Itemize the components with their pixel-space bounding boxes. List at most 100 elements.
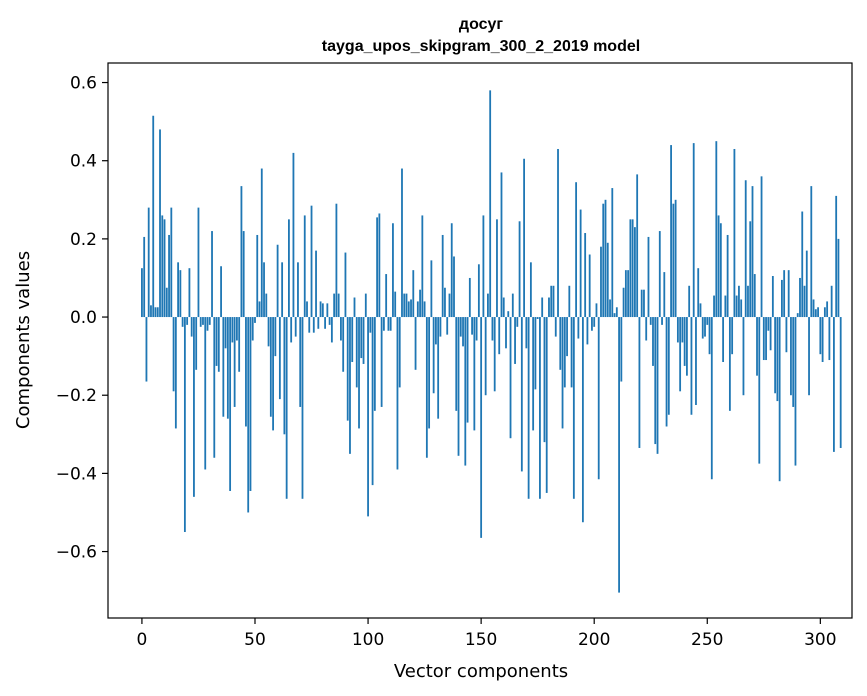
bar bbox=[803, 285, 806, 318]
bar bbox=[835, 195, 838, 318]
bar bbox=[672, 203, 675, 318]
bar bbox=[274, 317, 277, 357]
bar bbox=[238, 317, 241, 372]
bar bbox=[208, 317, 211, 325]
bar bbox=[588, 254, 591, 318]
bar bbox=[830, 285, 833, 318]
bar bbox=[667, 317, 670, 415]
bar bbox=[312, 317, 315, 333]
bar bbox=[572, 317, 575, 499]
bar bbox=[749, 221, 752, 318]
bar bbox=[498, 317, 501, 355]
bar bbox=[828, 317, 831, 361]
bar bbox=[527, 317, 530, 499]
bar bbox=[600, 246, 602, 318]
y-tick-label: 0.4 bbox=[70, 152, 97, 172]
bar bbox=[211, 231, 213, 318]
bar bbox=[726, 234, 729, 318]
bar bbox=[686, 317, 688, 376]
bar bbox=[695, 317, 697, 405]
bar bbox=[794, 317, 797, 466]
bar bbox=[165, 287, 168, 318]
bar bbox=[468, 277, 471, 318]
bar bbox=[615, 307, 618, 318]
bar bbox=[765, 317, 767, 361]
bar bbox=[817, 307, 819, 318]
bar bbox=[410, 299, 412, 318]
bar bbox=[364, 293, 367, 318]
bar bbox=[810, 186, 813, 318]
bar bbox=[631, 219, 634, 318]
bar bbox=[760, 176, 763, 318]
bar bbox=[511, 293, 514, 318]
bar bbox=[604, 199, 607, 318]
bar bbox=[172, 317, 175, 392]
bar bbox=[767, 317, 770, 331]
bar bbox=[143, 236, 146, 318]
bar bbox=[439, 317, 442, 337]
bar bbox=[355, 317, 358, 388]
bar bbox=[674, 199, 677, 318]
bar bbox=[371, 317, 374, 486]
bar bbox=[611, 188, 614, 318]
bar bbox=[446, 317, 449, 335]
bar bbox=[385, 274, 388, 318]
bar bbox=[525, 317, 528, 349]
bar bbox=[708, 317, 711, 355]
bar bbox=[756, 317, 758, 376]
bar bbox=[450, 223, 453, 318]
bar bbox=[520, 317, 523, 472]
bar bbox=[586, 317, 589, 345]
bar bbox=[545, 317, 548, 493]
bar bbox=[150, 305, 152, 318]
chart-subtitle: tayga_upos_skipgram_300_2_2019 model bbox=[322, 38, 640, 55]
bar bbox=[457, 317, 460, 456]
bar bbox=[430, 260, 433, 318]
bar bbox=[317, 317, 320, 329]
bar bbox=[340, 317, 342, 341]
bar bbox=[342, 317, 345, 372]
x-tick-label: 300 bbox=[804, 630, 836, 650]
bar bbox=[581, 317, 584, 523]
x-axis-ticks: 0 50 100 150 200 250 300 bbox=[137, 618, 837, 650]
bar bbox=[790, 317, 792, 396]
bar bbox=[444, 287, 446, 318]
bar bbox=[152, 115, 155, 318]
y-tick-label: 0.0 bbox=[70, 308, 97, 328]
bar bbox=[814, 309, 817, 318]
bar bbox=[179, 270, 182, 318]
bar bbox=[193, 317, 195, 497]
bar bbox=[278, 317, 281, 400]
bar bbox=[224, 317, 227, 349]
bar bbox=[423, 301, 426, 318]
bar bbox=[220, 266, 222, 318]
bar bbox=[570, 317, 573, 388]
chart-title: досуг bbox=[459, 16, 504, 33]
bar bbox=[554, 317, 557, 337]
bar bbox=[808, 317, 810, 396]
bar bbox=[704, 317, 706, 337]
bar bbox=[202, 317, 204, 325]
x-tick-label: 200 bbox=[578, 630, 610, 650]
bar bbox=[401, 168, 403, 318]
bar bbox=[740, 299, 743, 318]
bar bbox=[168, 234, 170, 318]
bar bbox=[285, 317, 288, 499]
bar bbox=[466, 317, 469, 423]
bar bbox=[159, 129, 161, 318]
bar bbox=[303, 215, 306, 318]
bar bbox=[656, 317, 659, 454]
bar bbox=[636, 174, 639, 318]
bar bbox=[448, 293, 451, 318]
bar bbox=[778, 317, 781, 482]
bar bbox=[819, 317, 822, 355]
bar bbox=[367, 317, 369, 517]
bar bbox=[419, 289, 421, 318]
bar bbox=[204, 317, 207, 470]
bar bbox=[496, 219, 498, 318]
bars-group bbox=[141, 90, 842, 593]
bar bbox=[826, 301, 829, 318]
bar bbox=[301, 317, 304, 499]
bar bbox=[455, 317, 458, 411]
bar bbox=[344, 252, 347, 318]
